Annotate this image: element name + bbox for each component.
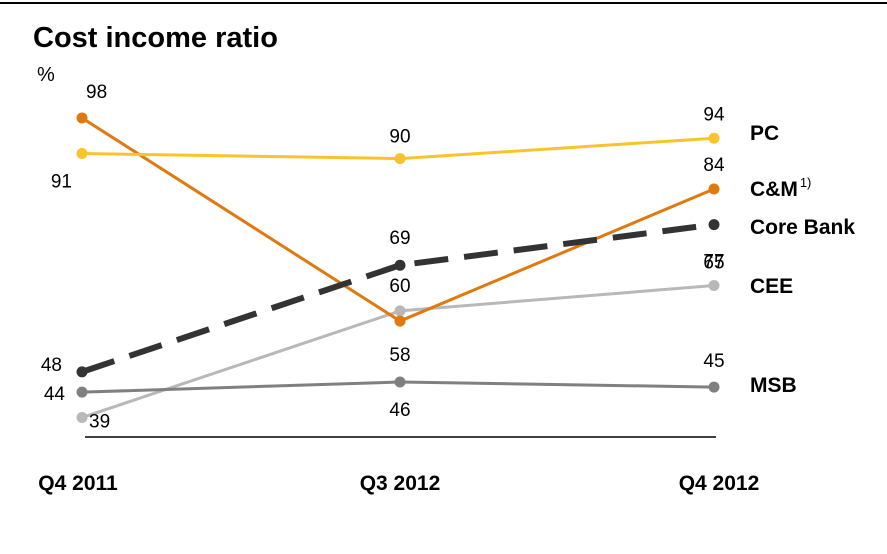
data-point-c-m bbox=[708, 183, 720, 195]
unit-label: % bbox=[37, 64, 55, 86]
data-label-c-m: 58 bbox=[389, 345, 410, 366]
legend-label-pc: PC bbox=[750, 122, 779, 145]
data-label-cee: 39 bbox=[89, 412, 110, 433]
data-label-pc: 94 bbox=[703, 104, 725, 125]
x-tick-label: Q4 2011 bbox=[38, 472, 118, 495]
data-label-c-m: 98 bbox=[86, 82, 107, 103]
legend-label-core-bank: Core Bank bbox=[750, 216, 855, 239]
data-label-pc: 90 bbox=[389, 127, 410, 148]
top-rule bbox=[0, 2, 887, 4]
data-point-pc bbox=[708, 132, 720, 144]
data-point-c-m bbox=[76, 112, 88, 124]
data-point-cee bbox=[394, 305, 406, 317]
data-point-cee bbox=[76, 412, 88, 424]
data-point-cee bbox=[708, 280, 720, 292]
footnote-marker: 1) bbox=[800, 175, 812, 190]
data-point-pc bbox=[76, 147, 88, 159]
chart-title: Cost income ratio bbox=[33, 22, 278, 54]
data-label-core-bank: 77 bbox=[703, 252, 724, 273]
legend-label-msb: MSB bbox=[750, 374, 797, 397]
data-point-msb bbox=[76, 386, 88, 398]
data-label-msb: 46 bbox=[389, 400, 410, 421]
legend-label-c-m: C&M 1) bbox=[750, 175, 811, 201]
data-point-core-bank bbox=[708, 219, 720, 231]
data-point-msb bbox=[394, 376, 406, 388]
data-label-cee: 60 bbox=[389, 276, 410, 297]
data-label-c-m: 84 bbox=[703, 155, 725, 176]
data-point-core-bank bbox=[394, 259, 406, 271]
legend-label-cee: CEE bbox=[750, 275, 793, 298]
data-point-msb bbox=[708, 381, 720, 393]
data-label-core-bank: 48 bbox=[41, 355, 62, 376]
x-tick-label: Q4 2012 bbox=[679, 472, 760, 495]
data-label-cee: 65 bbox=[703, 253, 724, 274]
data-label-core-bank: 69 bbox=[389, 228, 410, 249]
data-label-pc: 91 bbox=[51, 171, 72, 192]
x-tick-label: Q3 2012 bbox=[360, 472, 441, 495]
data-label-msb: 45 bbox=[703, 351, 724, 372]
data-point-pc bbox=[394, 153, 406, 165]
data-label-msb: 44 bbox=[44, 384, 66, 405]
data-point-c-m bbox=[394, 315, 406, 327]
series-line-core-bank bbox=[81, 221, 715, 375]
data-point-core-bank bbox=[76, 366, 88, 378]
